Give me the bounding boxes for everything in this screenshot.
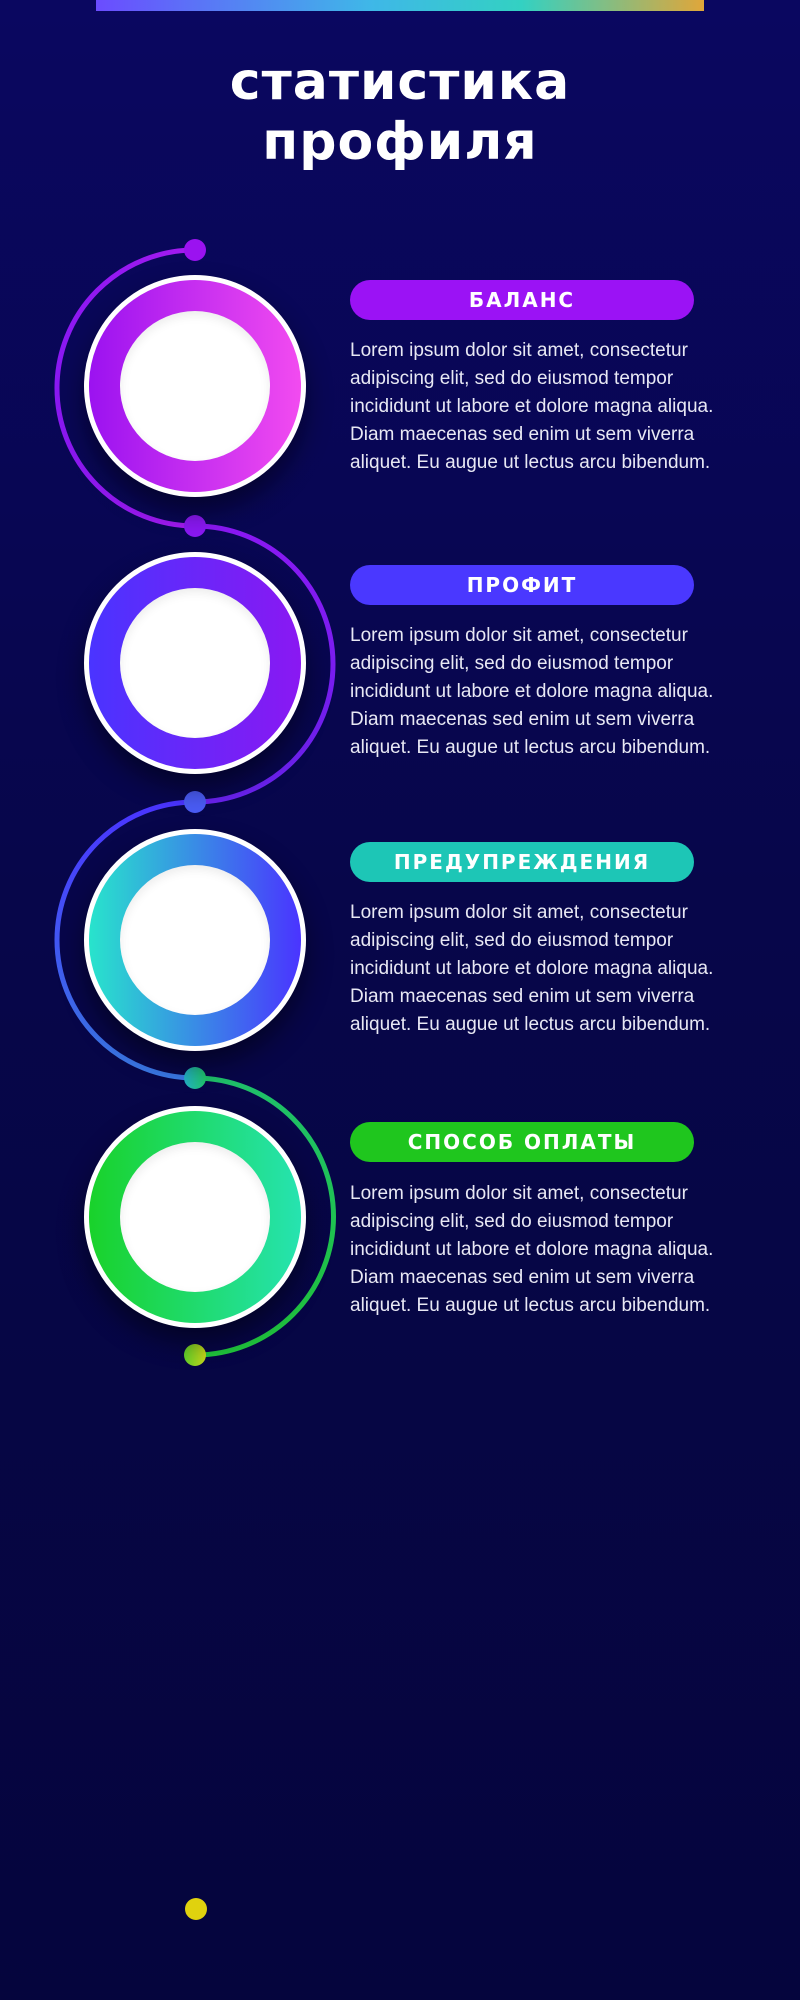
connector-node-2 bbox=[184, 515, 206, 537]
stage-badge-profit: ПРОФИТ bbox=[350, 565, 694, 605]
stage-circle-1 bbox=[84, 275, 306, 497]
stage-description-balance: Lorem ipsum dolor sit amet, consectetur … bbox=[350, 340, 714, 473]
stage-description-payment-method: Lorem ipsum dolor sit amet, consectetur … bbox=[350, 1183, 714, 1316]
connector-node-5 bbox=[184, 1344, 206, 1366]
bottom-dot bbox=[185, 1898, 207, 1920]
stage-circle-4 bbox=[84, 1106, 306, 1328]
stage-badge-balance: БАЛАНС bbox=[350, 280, 694, 320]
stage-circle-2 bbox=[84, 552, 306, 774]
stage-circle-3 bbox=[84, 829, 306, 1051]
stage-badge-payment-method: СПОСОБ ОПЛАТЫ bbox=[350, 1122, 694, 1162]
stage-circle-1-center bbox=[120, 311, 270, 461]
stage-description-profit: Lorem ipsum dolor sit amet, consectetur … bbox=[350, 625, 714, 758]
page-title-line-1: статистика bbox=[229, 52, 571, 112]
stage-description-warnings: Lorem ipsum dolor sit amet, consectetur … bbox=[350, 902, 714, 1035]
connector-node-3 bbox=[184, 791, 206, 813]
connector-node-4 bbox=[184, 1067, 206, 1089]
page-title-line-2: профиля bbox=[262, 112, 538, 172]
connector-node-1 bbox=[184, 239, 206, 261]
stage-circle-2-center bbox=[120, 588, 270, 738]
stage-badge-warnings: ПРЕДУПРЕЖДЕНИЯ bbox=[350, 842, 694, 882]
stage-circle-4-center bbox=[120, 1142, 270, 1292]
stage-circle-3-center bbox=[120, 865, 270, 1015]
top-gradient-bar bbox=[96, 0, 704, 11]
page-title: статистика профиля bbox=[0, 52, 800, 172]
